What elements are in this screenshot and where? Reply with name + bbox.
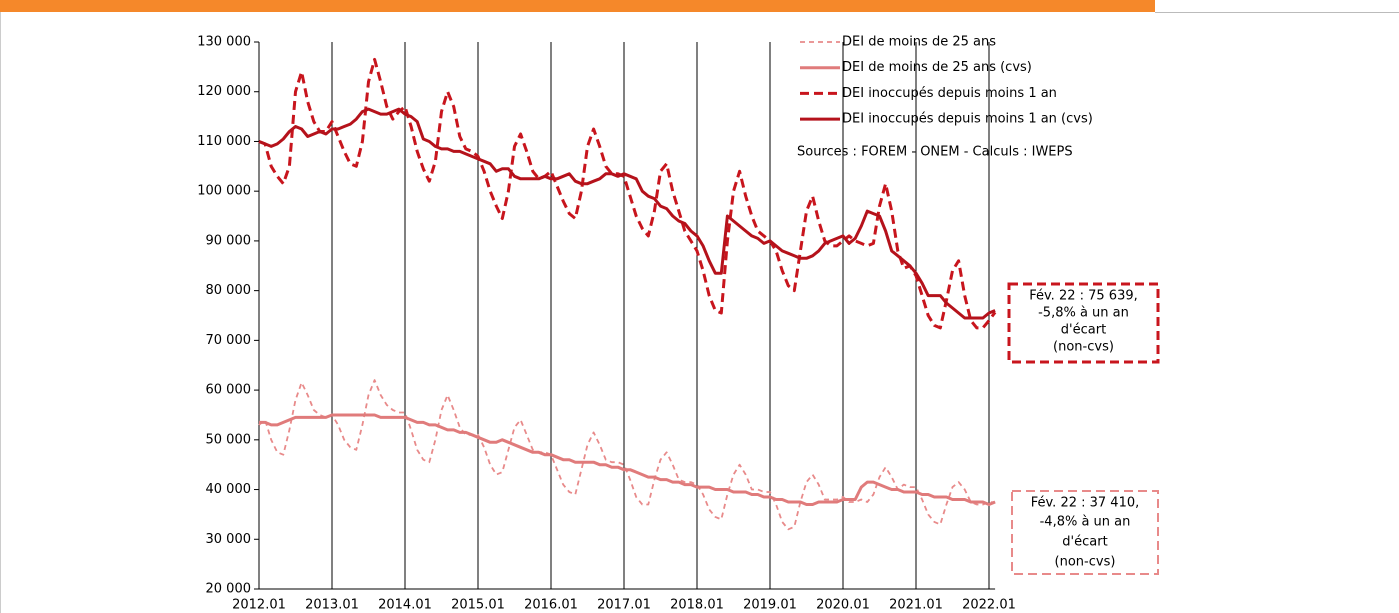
x-tick-label: 2014.01 (378, 598, 432, 613)
series-line (258, 379, 996, 531)
series-line (258, 107, 996, 320)
x-tick-label: 2015.01 (451, 598, 505, 613)
y-tick-label: 120 000 (197, 84, 251, 99)
y-tick-label: 50 000 (206, 432, 252, 447)
x-tick-label: 2021.01 (889, 598, 943, 613)
header-bar (0, 0, 1155, 12)
x-tick-label: 2019.01 (743, 598, 797, 613)
annotation-text: (non-cvs) (1053, 340, 1114, 355)
legend-label: DEI de moins de 25 ans (cvs) (842, 60, 1032, 75)
y-tick-label: 110 000 (197, 134, 251, 149)
x-tick-label: 2020.01 (816, 598, 870, 613)
x-tick-label: 2012.01 (232, 598, 286, 613)
annotation-text: -5,8% à un an (1038, 306, 1129, 321)
annotation-text: Fév. 22 : 75 639, (1029, 289, 1138, 304)
x-tick-label: 2016.01 (524, 598, 578, 613)
y-tick-label: 90 000 (206, 233, 252, 248)
annotation-text: (non-cvs) (1055, 555, 1116, 570)
annotation-text: d'écart (1062, 535, 1107, 550)
x-tick-label: 2013.01 (305, 598, 359, 613)
legend-label: DEI inoccupés depuis moins 1 an (842, 86, 1057, 101)
x-tick-label: 2022.01 (962, 598, 1016, 613)
x-tick-label: 2018.01 (670, 598, 724, 613)
annotation-text: d'écart (1061, 323, 1106, 338)
legend-label: DEI de moins de 25 ans (842, 35, 996, 50)
series-line (258, 57, 997, 330)
y-tick-label: 40 000 (206, 482, 252, 497)
y-tick-label: 70 000 (206, 333, 252, 348)
legend-label: DEI inoccupés depuis moins 1 an (cvs) (842, 112, 1093, 127)
series-line (259, 413, 996, 506)
x-tick-label: 2017.01 (597, 598, 651, 613)
annotation-text: -4,8% à un an (1040, 515, 1131, 530)
source-note: Sources : FOREM - ONEM - Calculs : IWEPS (797, 145, 1073, 160)
annotation-box (1007, 282, 1160, 364)
annotation-box (1011, 490, 1159, 575)
y-tick-label: 130 000 (197, 35, 251, 50)
annotation-text: Fév. 22 : 37 410, (1031, 496, 1140, 511)
y-tick-label: 20 000 (206, 582, 252, 597)
y-tick-label: 100 000 (197, 184, 251, 199)
y-tick-label: 30 000 (206, 532, 252, 547)
y-tick-label: 80 000 (206, 283, 252, 298)
y-tick-label: 60 000 (206, 383, 252, 398)
